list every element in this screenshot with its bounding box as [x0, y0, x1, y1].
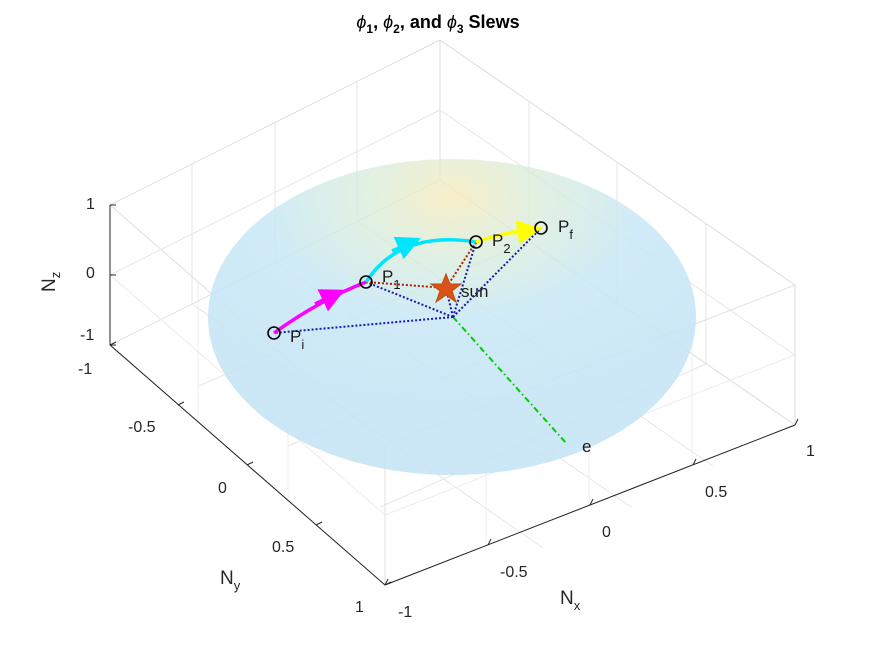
point-markers	[267, 221, 548, 340]
label-P1: P1	[382, 267, 401, 292]
label-Pi: Pi	[290, 327, 304, 352]
y-tick-neg05: -0.5	[128, 419, 156, 436]
y-tick-labels: -1 -0.5 0 0.5 1	[78, 361, 364, 616]
point-Pf	[534, 221, 548, 235]
y-tick-05: 0.5	[272, 539, 294, 556]
y-tick-0: 0	[218, 480, 227, 497]
x-tick-labels: -1 -0.5 0 0.5 1	[398, 443, 815, 621]
slew-phi2-arrow	[391, 236, 421, 260]
z-tick-0: 0	[86, 265, 95, 282]
label-P2: P2	[492, 231, 511, 256]
z-tick-labels: 1 0 -1	[80, 196, 95, 344]
x-axis-label: Nx	[560, 588, 581, 613]
sun-label: sun	[461, 282, 488, 301]
slew-phi1-arrow	[314, 289, 345, 312]
x-tick-1: 1	[806, 443, 815, 460]
x-tick-0: 0	[602, 524, 611, 541]
point-P1	[359, 275, 373, 289]
y-tick-neg1: -1	[78, 361, 92, 378]
label-Pf: Pf	[558, 217, 573, 242]
z-axis-label: Nz	[39, 272, 63, 292]
x-tick-neg1: -1	[398, 604, 412, 621]
y-axis-label: Ny	[220, 568, 241, 593]
z-tick-neg1: -1	[80, 327, 94, 344]
y-tick-1: 1	[355, 599, 364, 616]
point-Pi	[267, 326, 281, 340]
chart-title: ϕ1, ϕ2, and ϕ3 Slews	[356, 12, 519, 36]
point-P2	[469, 235, 483, 249]
e-label: e	[582, 437, 591, 456]
sun-lines	[365, 241, 477, 289]
x-tick-neg05: -0.5	[500, 564, 528, 581]
z-tick-1: 1	[86, 196, 95, 213]
axis-lines	[109, 204, 799, 586]
e-axis-line	[452, 316, 567, 444]
slew-phi3-arrow	[511, 220, 542, 245]
x-tick-05: 0.5	[705, 484, 727, 501]
sun-star	[429, 272, 463, 304]
